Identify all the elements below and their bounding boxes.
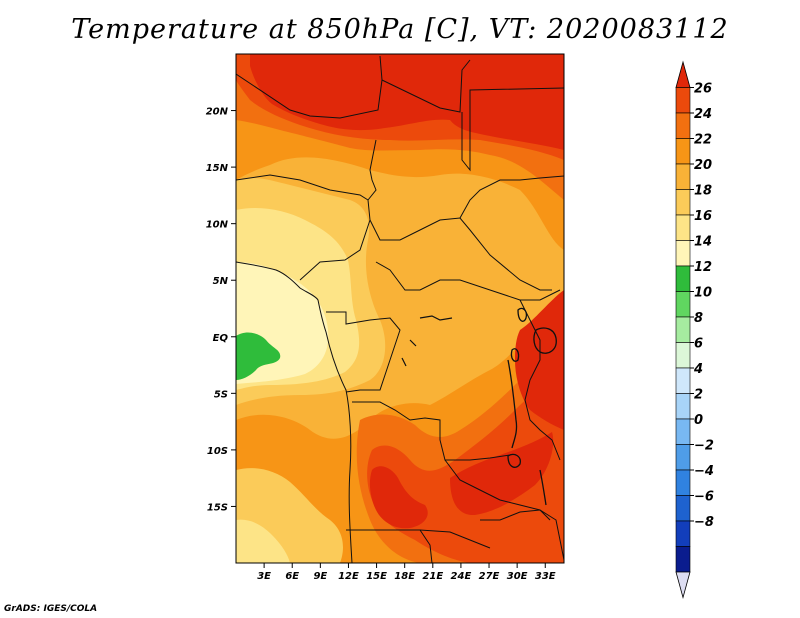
coastline-west xyxy=(236,261,353,563)
lake-kivu xyxy=(510,348,520,362)
lake-albert xyxy=(517,307,528,322)
lat-tick-label: 5S xyxy=(214,389,228,400)
lat-tick-label: 15N xyxy=(206,163,229,174)
lat-tick-label: 10N xyxy=(206,220,229,231)
lat-tick-label: 20N xyxy=(206,107,229,118)
latitude-axis: 20N 15N 10N 5N EQ 5S 10S 15S xyxy=(206,107,236,513)
colorbar-swatch xyxy=(675,495,691,522)
colorbar-label: −8 xyxy=(694,515,714,530)
colorbar-swatch xyxy=(675,520,691,547)
lon-tick-label: 27E xyxy=(479,571,500,582)
border-chad-east xyxy=(459,175,564,219)
lat-tick-label: 15S xyxy=(207,502,228,513)
lon-tick-label: 21E xyxy=(422,571,443,582)
border-east xyxy=(519,299,561,461)
colorbar-swatch xyxy=(675,469,691,496)
colorbar-label: 16 xyxy=(694,209,712,224)
border-drc-angola xyxy=(352,401,511,461)
temperature-field xyxy=(236,54,564,563)
lon-tick-label: 30E xyxy=(507,571,528,582)
colorbar-swatch xyxy=(675,138,691,165)
colorbar-label: 20 xyxy=(694,158,712,173)
colorbar-swatch xyxy=(675,444,691,471)
border-north-3 xyxy=(461,87,564,172)
band-10-12-patch xyxy=(236,332,281,380)
grads-credit: GrADS: IGES/COLA xyxy=(4,604,98,614)
colorbar-swatch xyxy=(675,316,691,343)
lon-tick-label: 15E xyxy=(366,571,387,582)
lon-tick-label: 18E xyxy=(394,571,415,582)
colorbar-swatch xyxy=(675,112,691,139)
lat-tick-label: EQ xyxy=(213,333,229,344)
border-congo xyxy=(326,311,401,393)
lon-tick-label: 3E xyxy=(257,571,271,582)
colorbar-label: 18 xyxy=(694,184,712,199)
colorbar-label: 12 xyxy=(694,260,712,275)
colorbar-label: 10 xyxy=(694,286,712,301)
band-26-plus-zambia xyxy=(450,432,554,516)
border-southeast xyxy=(480,509,564,561)
border-nigeria xyxy=(236,174,371,281)
lat-tick-label: 10S xyxy=(207,446,228,457)
longitude-axis: 3E 6E 9E 12E 15E 18E 21E 24E 27E 30E 33E xyxy=(257,563,556,582)
lon-tick-label: 33E xyxy=(535,571,556,582)
lake-victoria xyxy=(533,327,557,354)
border-botswana xyxy=(419,529,433,563)
colorbar-swatch xyxy=(675,87,691,114)
colorbar-swatch xyxy=(675,367,691,394)
colorbar-swatch xyxy=(675,240,691,267)
lon-tick-label: 24E xyxy=(451,571,472,582)
lon-tick-label: 12E xyxy=(338,571,359,582)
colorbar-label: −6 xyxy=(694,490,714,505)
colorbar-swatch xyxy=(675,163,691,190)
colorbar-label: 6 xyxy=(694,337,703,352)
border-lake-chad xyxy=(367,139,377,201)
map-frame xyxy=(235,53,565,564)
band-14-16-southwest xyxy=(236,519,290,563)
colorbar-label: 0 xyxy=(694,413,703,428)
colorbar-label: 4 xyxy=(693,362,703,377)
band-26-plus-north xyxy=(250,54,564,150)
colorbar-swatch xyxy=(675,265,691,292)
border-car-south xyxy=(375,261,561,301)
colorbar-swatch xyxy=(675,418,691,445)
colorbar-swatch xyxy=(675,342,691,369)
band-26-plus-angola xyxy=(369,466,428,529)
colorbar-top-arrow xyxy=(675,60,691,88)
lake-tanganyika xyxy=(507,359,518,449)
colorbar-bottom-arrow xyxy=(675,571,691,600)
border-north-2 xyxy=(381,59,471,113)
lat-tick-label: 5N xyxy=(213,276,229,287)
country-boundaries xyxy=(236,55,564,563)
colorbar-label: 2 xyxy=(694,388,703,403)
colorbar-label: 8 xyxy=(694,311,703,326)
border-angola-namibia xyxy=(346,529,491,549)
colorbar-swatch xyxy=(675,214,691,241)
river-congo-loops xyxy=(401,315,453,367)
colorbar-swatch xyxy=(675,546,691,573)
colorbar-label: 14 xyxy=(694,235,712,250)
colorbar-label: −4 xyxy=(694,464,714,479)
colorbar-swatch xyxy=(675,393,691,420)
lake-mweru xyxy=(507,453,521,468)
colorbar-swatch xyxy=(675,291,691,318)
map-title: Temperature at 850hPa [C], VT: 202008311… xyxy=(71,14,729,45)
lon-tick-label: 6E xyxy=(285,571,299,582)
colorbar-label: −2 xyxy=(694,439,714,454)
colorbar-label: 22 xyxy=(694,133,712,148)
colorbar-label: 26 xyxy=(694,82,712,97)
colorbar-swatch xyxy=(675,189,691,216)
lon-tick-label: 9E xyxy=(313,571,327,582)
colorbar-label: 24 xyxy=(694,107,712,122)
lake-malawi xyxy=(539,469,547,506)
